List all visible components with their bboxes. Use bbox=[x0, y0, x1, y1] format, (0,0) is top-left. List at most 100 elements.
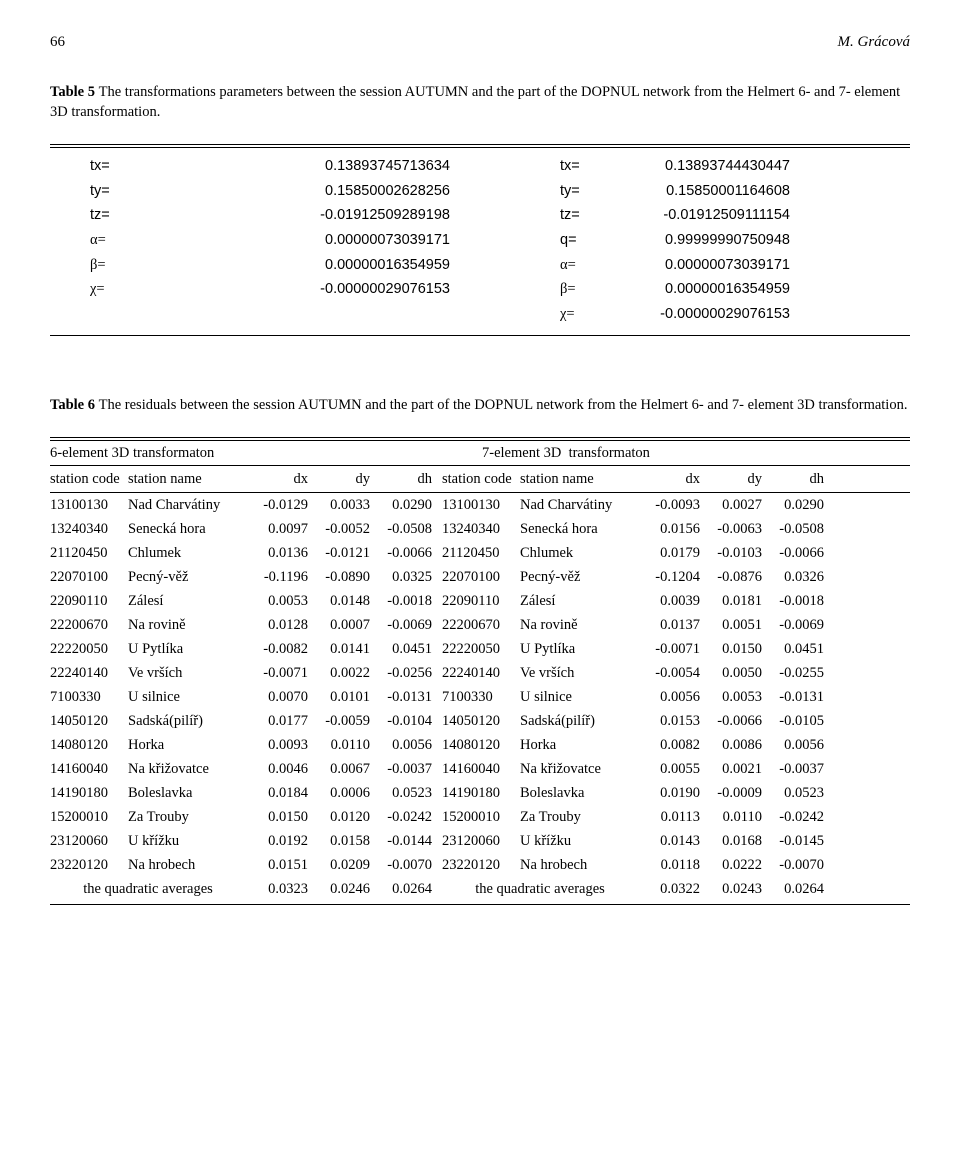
cell: 14160040 bbox=[442, 761, 520, 778]
col-header: station code bbox=[442, 471, 520, 488]
table-row: 14160040Na křižovatce0.00460.0067-0.0037… bbox=[50, 757, 910, 781]
cell: 0.0046 bbox=[246, 761, 308, 778]
param-row: α=0.00000073039171q=0.99999990750948 bbox=[50, 228, 910, 253]
cell: 0.0082 bbox=[638, 737, 700, 754]
cell: 14080120 bbox=[442, 737, 520, 754]
cell: 0.0150 bbox=[700, 641, 762, 658]
cell: 13240340 bbox=[50, 521, 128, 538]
col-header: dy bbox=[700, 471, 762, 488]
cell: Na hrobech bbox=[520, 857, 638, 874]
cell: Zálesí bbox=[128, 593, 246, 610]
cell: U silnice bbox=[520, 689, 638, 706]
cell: 0.0150 bbox=[246, 809, 308, 826]
cell: 0.0056 bbox=[638, 689, 700, 706]
cell: Chlumek bbox=[520, 545, 638, 562]
cell: 0.0128 bbox=[246, 617, 308, 634]
param-key: χ= bbox=[50, 277, 180, 302]
cell: 0.0168 bbox=[700, 833, 762, 850]
table-row: 13100130Nad Charvátiny-0.01290.00330.029… bbox=[50, 493, 910, 517]
cell: Na křižovatce bbox=[520, 761, 638, 778]
param-val: -0.00000029076153 bbox=[640, 302, 910, 327]
cell: 0.0101 bbox=[308, 689, 370, 706]
cell: Senecká hora bbox=[128, 521, 246, 538]
cell: 23220120 bbox=[442, 857, 520, 874]
cell: -0.0129 bbox=[246, 497, 308, 514]
cell: -0.0071 bbox=[638, 641, 700, 658]
cell: -0.0018 bbox=[762, 593, 824, 610]
cell: 13100130 bbox=[442, 497, 520, 514]
cell: Pecný-věž bbox=[128, 569, 246, 586]
cell: -0.1196 bbox=[246, 569, 308, 586]
param-key: tx= bbox=[50, 154, 180, 179]
cell: 0.0153 bbox=[638, 713, 700, 730]
param-val: -0.01912509111154 bbox=[640, 203, 910, 228]
cell: 0.0156 bbox=[638, 521, 700, 538]
cell: 15200010 bbox=[50, 809, 128, 826]
cell: 7100330 bbox=[50, 689, 128, 706]
cell: -0.0104 bbox=[370, 713, 432, 730]
cell: -0.0508 bbox=[762, 521, 824, 538]
cell: 0.0120 bbox=[308, 809, 370, 826]
cell: -0.0145 bbox=[762, 833, 824, 850]
cell: Boleslavka bbox=[520, 785, 638, 802]
cell: 22090110 bbox=[442, 593, 520, 610]
table-row: 22070100Pecný-věž-0.1196-0.08900.0325220… bbox=[50, 565, 910, 589]
cell: -0.0070 bbox=[762, 857, 824, 874]
cell: 22090110 bbox=[50, 593, 128, 610]
cell: -0.1204 bbox=[638, 569, 700, 586]
cell: -0.0242 bbox=[762, 809, 824, 826]
table-row: 14080120Horka0.00930.01100.005614080120H… bbox=[50, 733, 910, 757]
param-key: χ= bbox=[540, 302, 640, 327]
table6: 6-element 3D transformaton 7-element 3D … bbox=[50, 437, 910, 905]
table5-caption: Table 5 The transformations parameters b… bbox=[50, 83, 910, 122]
table-row: 22200670Na rovině0.01280.0007-0.00692220… bbox=[50, 613, 910, 637]
cell: -0.0242 bbox=[370, 809, 432, 826]
cell: 0.0222 bbox=[700, 857, 762, 874]
cell: U křížku bbox=[520, 833, 638, 850]
param-key: tz= bbox=[540, 203, 640, 228]
cell: 0.0179 bbox=[638, 545, 700, 562]
table6-head-right: 7-element 3D transformaton bbox=[478, 445, 910, 466]
cell: 0.0209 bbox=[308, 857, 370, 874]
param-row: χ=-0.00000029076153 bbox=[50, 302, 910, 327]
param-key: q= bbox=[540, 228, 640, 253]
cell: 22070100 bbox=[442, 569, 520, 586]
param-val: 0.15850002628256 bbox=[180, 179, 540, 204]
cell: 0.0006 bbox=[308, 785, 370, 802]
cell: 14190180 bbox=[50, 785, 128, 802]
avg-val: 0.0246 bbox=[308, 881, 370, 898]
cell: 0.0110 bbox=[308, 737, 370, 754]
cell: Horka bbox=[128, 737, 246, 754]
cell: Horka bbox=[520, 737, 638, 754]
cell: 14160040 bbox=[50, 761, 128, 778]
param-key bbox=[50, 302, 180, 327]
cell: 0.0192 bbox=[246, 833, 308, 850]
param-val: 0.13893745713634 bbox=[180, 154, 540, 179]
param-val: 0.00000073039171 bbox=[180, 228, 540, 253]
col-header: dh bbox=[370, 471, 432, 488]
cell: -0.0105 bbox=[762, 713, 824, 730]
table-row: 14190180Boleslavka0.01840.00060.05231419… bbox=[50, 781, 910, 805]
cell: -0.0054 bbox=[638, 665, 700, 682]
cell: Chlumek bbox=[128, 545, 246, 562]
cell: 0.0451 bbox=[370, 641, 432, 658]
avg-label: the quadratic averages bbox=[50, 881, 246, 898]
cell: 0.0158 bbox=[308, 833, 370, 850]
table-row: 22090110Zálesí0.00530.0148-0.00182209011… bbox=[50, 589, 910, 613]
avg-val: 0.0264 bbox=[762, 881, 824, 898]
page-header: 66 M. Grácová bbox=[50, 34, 910, 51]
param-key: ty= bbox=[50, 179, 180, 204]
cell: Na rovině bbox=[128, 617, 246, 634]
cell: Ve vrších bbox=[520, 665, 638, 682]
cell: 0.0070 bbox=[246, 689, 308, 706]
cell: 0.0151 bbox=[246, 857, 308, 874]
param-key: α= bbox=[50, 228, 180, 253]
cell: Senecká hora bbox=[520, 521, 638, 538]
cell: -0.0890 bbox=[308, 569, 370, 586]
col-header: station code bbox=[50, 471, 128, 488]
cell: 0.0055 bbox=[638, 761, 700, 778]
param-row: χ=-0.00000029076153β=0.00000016354959 bbox=[50, 277, 910, 302]
cell: -0.0059 bbox=[308, 713, 370, 730]
cell: 23120060 bbox=[442, 833, 520, 850]
cell: 14050120 bbox=[50, 713, 128, 730]
